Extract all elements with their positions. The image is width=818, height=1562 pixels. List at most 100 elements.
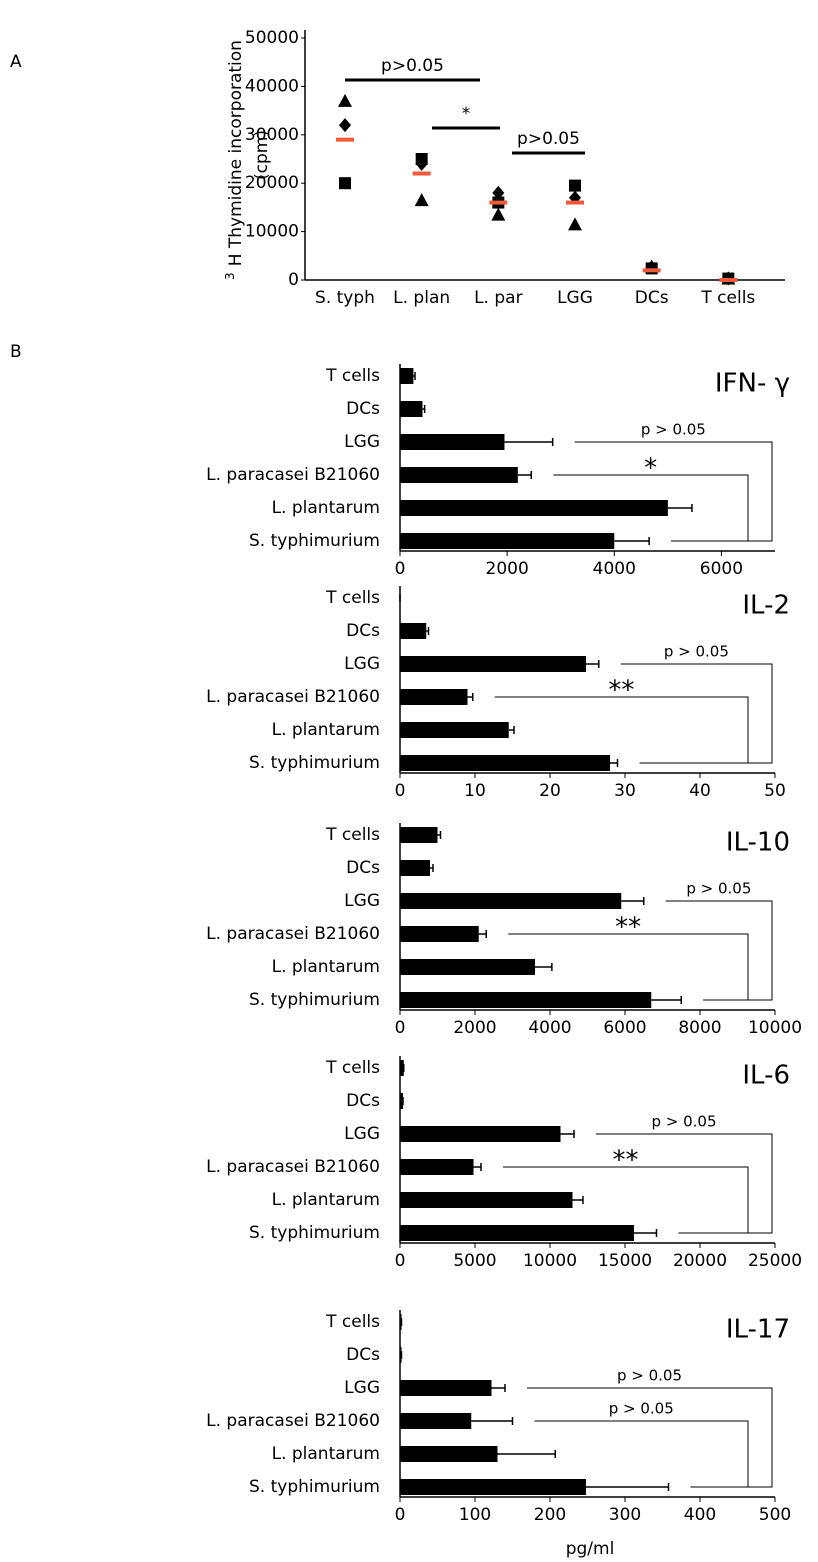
mean-bar	[642, 268, 661, 273]
significance-label: p > 0.05	[651, 1113, 716, 1131]
category-label: DCs	[346, 1091, 380, 1111]
square-marker	[339, 177, 351, 190]
x-tick-label: DCs	[635, 288, 669, 308]
x-tick-label: 0	[395, 781, 406, 801]
x-tick-label: L. plan	[393, 288, 450, 308]
significance-label: p > 0.05	[641, 421, 706, 439]
mean-bar	[412, 171, 431, 176]
category-label: T cells	[325, 366, 380, 386]
diamond-marker	[339, 118, 351, 133]
significance-bracket	[508, 933, 749, 1001]
x-tick-label: 300	[609, 1505, 641, 1525]
x-tick-label: 5000	[453, 1251, 496, 1271]
significance-bracket	[553, 474, 749, 542]
significance-label: **	[608, 676, 634, 706]
x-tick-label: 20000	[673, 1251, 727, 1271]
square-marker	[569, 179, 581, 192]
category-label: L. plantarum	[272, 498, 380, 518]
bar	[400, 434, 505, 450]
category-label: LGG	[344, 654, 380, 674]
significance-label: *	[462, 104, 471, 124]
y-axis-label: (cpm)	[252, 130, 272, 180]
x-tick-label: 6000	[700, 559, 743, 579]
bar	[400, 1479, 586, 1495]
error-bar	[667, 504, 693, 512]
bar	[400, 755, 610, 771]
significance-label: p>0.05	[381, 56, 444, 76]
x-tick-label: 400	[684, 1505, 716, 1525]
error-bar	[586, 1483, 670, 1491]
bar	[400, 467, 518, 483]
triangle-marker	[568, 217, 582, 231]
x-tick-label: 6000	[603, 1018, 646, 1038]
category-label: DCs	[346, 399, 380, 419]
bar	[400, 959, 535, 975]
diamond-marker	[492, 185, 505, 200]
x-tick-label: 30	[614, 781, 636, 801]
y-tick-label: 30000	[245, 125, 299, 145]
x-tick-label: 40	[689, 781, 711, 801]
x-tick-label: 4000	[593, 559, 636, 579]
significance-bracket	[574, 441, 773, 542]
error-bar	[504, 438, 554, 446]
x-tick-label: 10	[464, 781, 486, 801]
y-axis-label-sup: 3	[223, 272, 237, 280]
category-label: L. paracasei B21060	[206, 1157, 380, 1177]
bar	[400, 1093, 403, 1109]
error-bar	[610, 759, 619, 767]
error-bar	[478, 930, 487, 938]
triangle-marker	[491, 207, 506, 221]
category-label: L. paracasei B21060	[206, 1411, 380, 1431]
x-tick-label: 500	[759, 1505, 791, 1525]
error-bar	[634, 1229, 658, 1237]
category-label: S. typhimurium	[249, 753, 380, 773]
significance-bracket	[665, 900, 773, 1001]
error-bar	[473, 1163, 482, 1171]
significance-label: p > 0.05	[686, 880, 751, 898]
significance-label: p>0.05	[517, 129, 580, 149]
category-label: L. plantarum	[272, 1444, 380, 1464]
chart-title: IL-2	[742, 591, 790, 621]
x-tick-label: 0	[395, 1018, 406, 1038]
error-bar	[535, 963, 553, 971]
x-tick-label: 0	[395, 559, 406, 579]
error-bar	[422, 405, 426, 413]
bar	[400, 1060, 404, 1076]
y-axis-label: 3 H Thymidine incorporation	[223, 40, 247, 280]
error-bar	[614, 537, 650, 545]
y-tick-label: 10000	[245, 222, 299, 242]
bar	[400, 500, 668, 516]
x-tick-label: 20	[539, 781, 561, 801]
bar	[400, 992, 652, 1008]
x-tick-label: 0	[395, 1505, 406, 1525]
error-bar	[560, 1130, 575, 1138]
bar	[400, 722, 509, 738]
x-axis-label: pg/ml	[566, 1539, 615, 1559]
significance-label: **	[615, 913, 641, 943]
error-bar	[621, 897, 645, 905]
chart-title: IL-10	[726, 828, 790, 858]
category-label: DCs	[346, 1345, 380, 1365]
category-label: LGG	[344, 891, 380, 911]
category-label: L. plantarum	[272, 720, 380, 740]
significance-bracket	[503, 1166, 749, 1234]
category-label: LGG	[344, 432, 380, 452]
x-tick-label: 50	[764, 781, 786, 801]
chart-title: IL-17	[726, 1315, 790, 1345]
significance-label: p > 0.05	[609, 1400, 674, 1418]
significance-bracket	[494, 696, 749, 764]
bar	[400, 689, 468, 705]
category-label: T cells	[325, 1312, 380, 1332]
category-label: L. paracasei B21060	[206, 924, 380, 944]
category-label: T cells	[325, 1058, 380, 1078]
bar	[400, 623, 427, 639]
square-marker	[415, 153, 428, 165]
bar	[400, 1126, 561, 1142]
bar	[400, 533, 615, 549]
category-label: LGG	[344, 1124, 380, 1144]
error-bar	[491, 1384, 506, 1392]
bar	[400, 1380, 492, 1396]
chart-title: IFN- γ	[715, 369, 790, 399]
x-tick-label: 200	[534, 1505, 566, 1525]
bar	[400, 1446, 498, 1462]
